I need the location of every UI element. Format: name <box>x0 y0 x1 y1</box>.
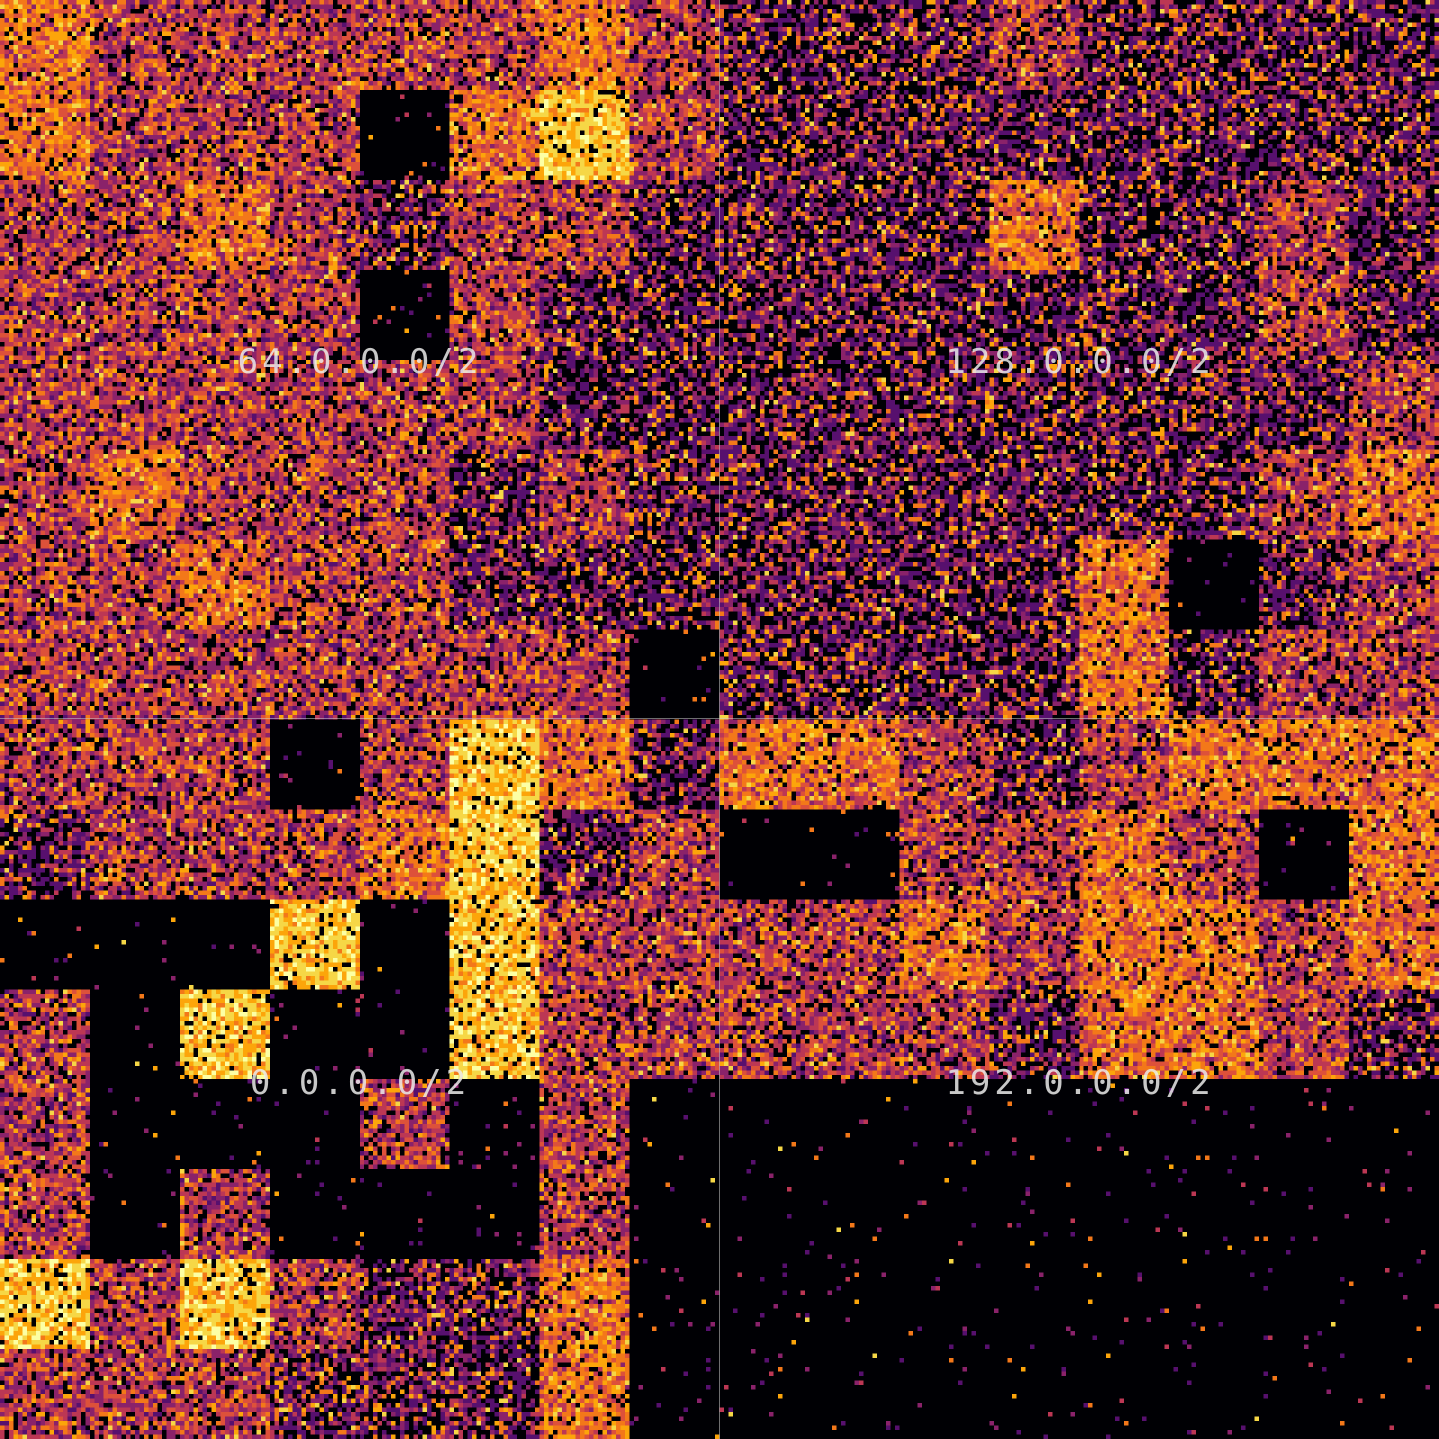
quadrant-label-192: 192.0.0.0/2 <box>945 1063 1215 1103</box>
quadrant-label-128: 128.0.0.0/2 <box>945 342 1215 382</box>
quadrant-label-64: 64.0.0.0/2 <box>237 342 483 382</box>
quadrant-divider-vertical <box>719 0 720 1439</box>
quadrant-label-0: 0.0.0.0/2 <box>249 1063 471 1103</box>
quadrant-divider-horizontal <box>0 718 1439 719</box>
